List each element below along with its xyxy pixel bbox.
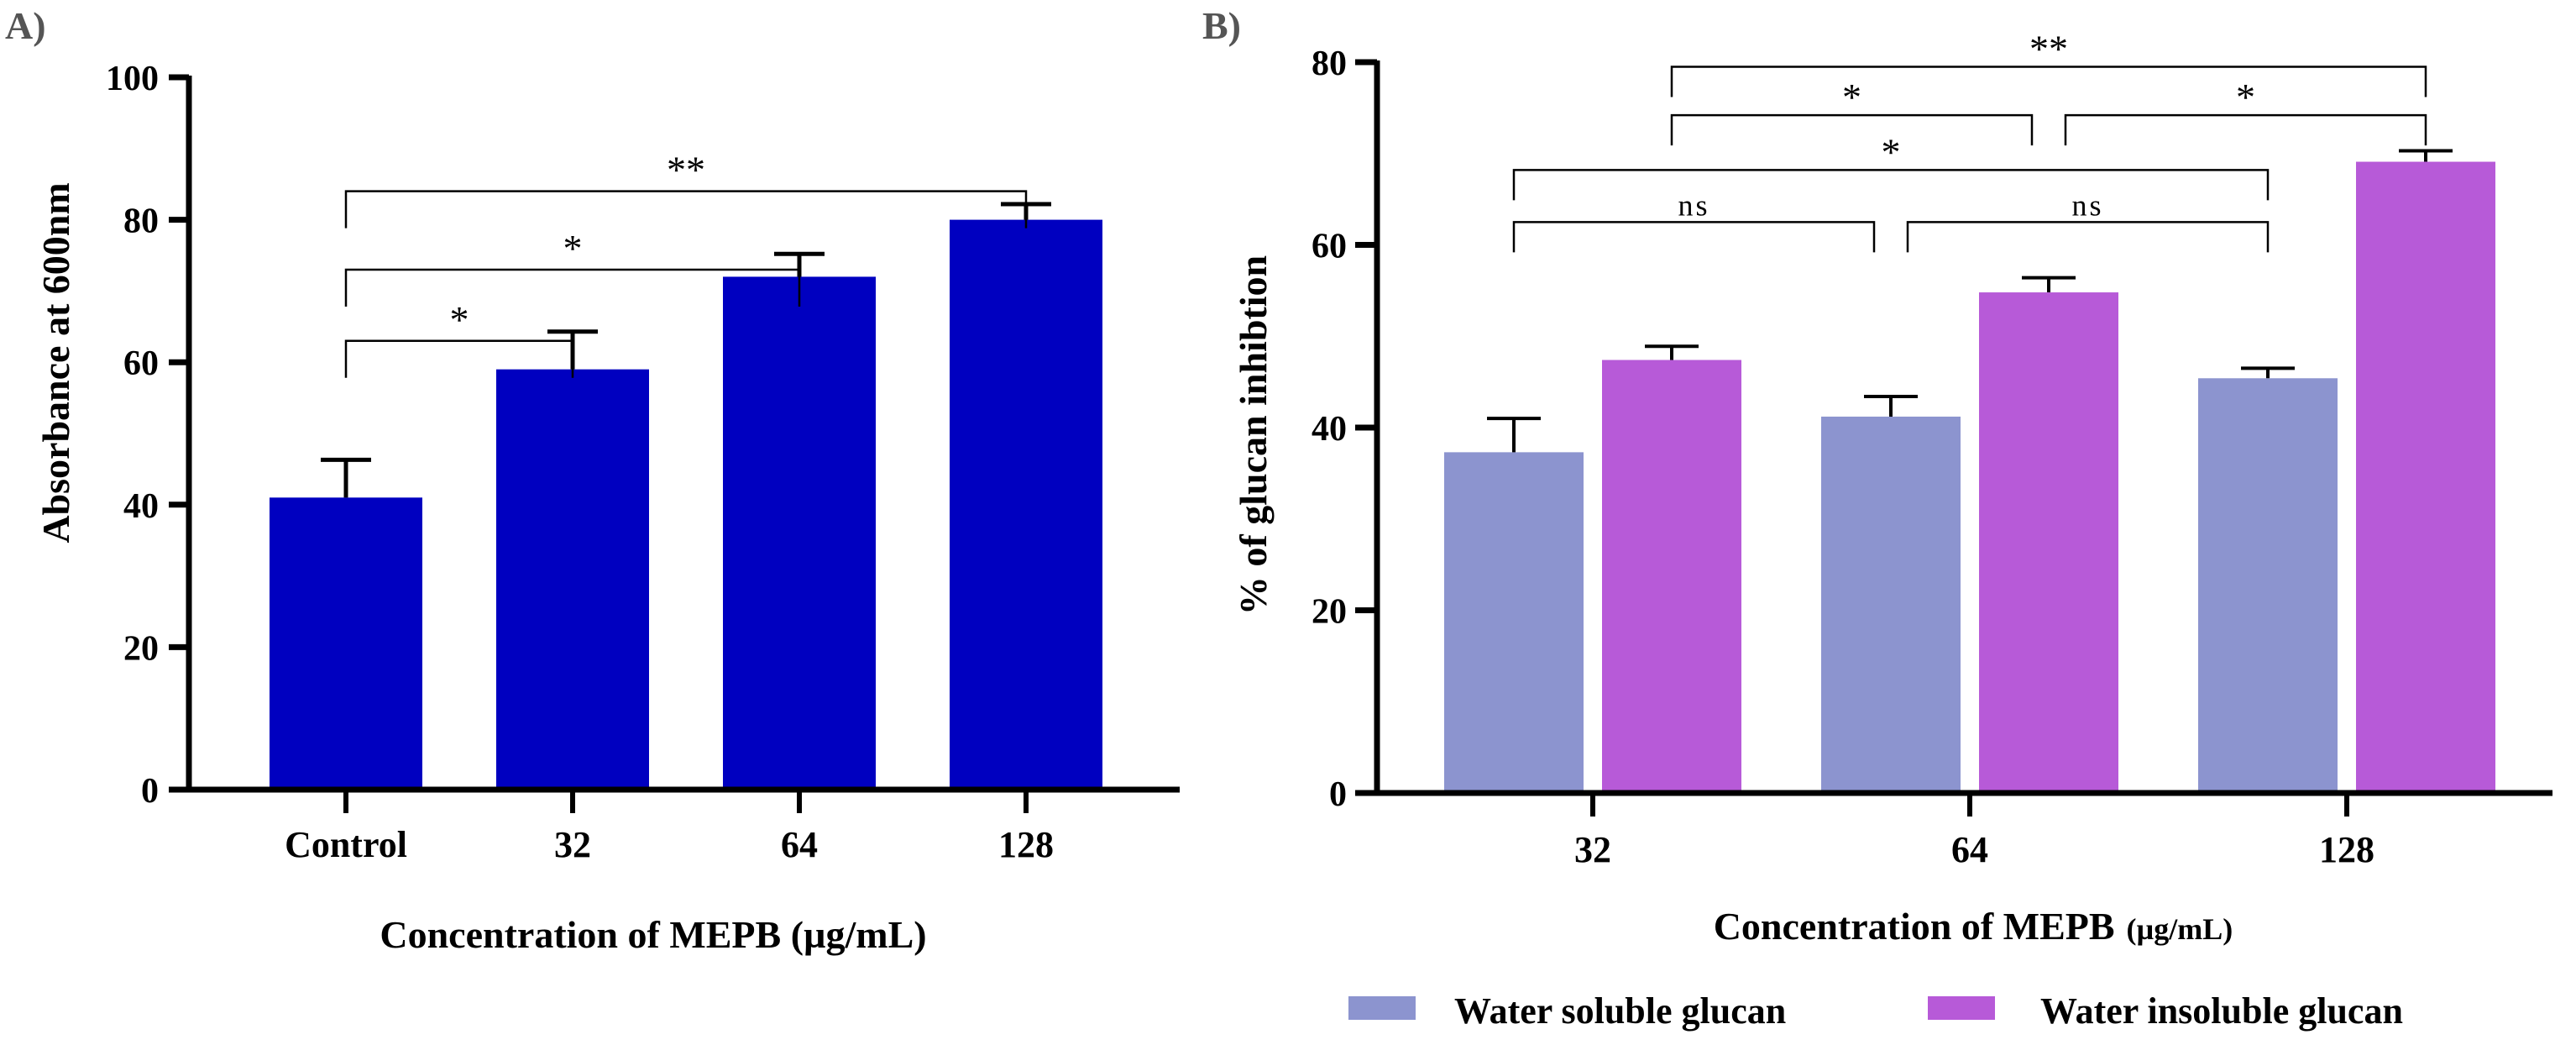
panel-b-significance-label: ns [1678, 188, 1709, 222]
panel-b-significance-label: * [2236, 76, 2255, 118]
legend-label-water-insoluble: Water insoluble glucan [2040, 990, 2403, 1032]
panel-b-y-axis-title: % of glucan inhibtion [1232, 255, 1275, 615]
panel-a-y-tick-label: 40 [123, 487, 159, 526]
panel-b-x-axis-title: Concentration of MEPB (µg/mL) [1714, 905, 2233, 948]
legend-label-water-soluble: Water soluble glucan [1454, 990, 1786, 1032]
panel-b-bar [1602, 360, 1741, 793]
panel-b-significance-label: ns [2071, 188, 2103, 222]
panel-a-y-axis-title: Absorbance at 600nm [34, 182, 77, 543]
panel-a-category-label: 32 [554, 824, 591, 865]
panel-b-significance-label: * [1882, 130, 1901, 173]
panel-a-category-label: 128 [998, 824, 1054, 865]
legend-swatch-water-insoluble [1928, 996, 1995, 1020]
panel-b-significance-bracket [1512, 221, 1876, 253]
panel-b-bar [1979, 292, 2118, 793]
panel-a-bar [496, 369, 649, 790]
panel-b-error-bar [2241, 366, 2295, 379]
panel-a-significance-bracket [344, 268, 801, 307]
panel-b-bar [2198, 378, 2338, 793]
panel-b-y-tick-label: 40 [1312, 410, 1347, 449]
panel-b-bar [2356, 161, 2495, 794]
panel-b-y-tick-label: 60 [1312, 228, 1347, 266]
panel-a-bar [723, 276, 876, 790]
panel-b-error-bar [1645, 344, 1699, 360]
panel-b-significance-bracket [1512, 169, 2270, 201]
panel-b-y-tick-label: 20 [1312, 593, 1347, 632]
panel-b-significance-label: * [1842, 76, 1861, 118]
panel-b-bar [1821, 416, 1961, 793]
panel-a-y-tick-label: 0 [141, 772, 159, 811]
panel-a-error-bar [321, 457, 371, 498]
panel-b-category-label: 32 [1574, 829, 1611, 870]
panel-a-y-tick-label: 60 [123, 344, 159, 383]
panel-b-category-label: 64 [1951, 829, 1988, 870]
panel-a-y-tick-label: 100 [106, 60, 159, 98]
panel-b-error-bar [2022, 276, 2076, 293]
panel-a-significance-label: * [563, 227, 583, 270]
panel-a-significance-label: * [450, 298, 469, 341]
panel-a-y-tick-label: 20 [123, 629, 159, 668]
panel-a-significance-bracket [344, 190, 1028, 228]
panel-b-significance-bracket [2064, 113, 2427, 146]
panel-b-x-axis-title-unit: (µg/mL) [2127, 912, 2233, 946]
panel-a-chart: A) Absorbance at 600nm Concentration of … [5, 4, 1180, 956]
panel-b-significance-bracket [1670, 66, 2427, 97]
panel-b-chart: B) % of glucan inhibtion Concentration o… [1202, 4, 2552, 948]
panel-a-significance-bracket [344, 339, 574, 378]
panel-b-error-bar [2399, 149, 2453, 162]
panel-b-significance-bracket [1670, 113, 2034, 146]
panel-b-x-axis-title-main: Concentration of MEPB [1714, 905, 2115, 948]
panel-a-significance-label: ** [667, 149, 705, 192]
panel-b-legend: Water soluble glucan Water insoluble glu… [1348, 990, 2403, 1032]
panel-b-y-tick-label: 80 [1312, 45, 1347, 83]
panel-b-significance-bracket [1906, 221, 2270, 253]
panel-a-bar [950, 219, 1102, 790]
panel-a-bar [270, 497, 422, 790]
panel-b-category-label: 128 [2319, 829, 2374, 870]
panel-a-category-label: Control [285, 824, 407, 865]
panel-b-label: B) [1202, 4, 1241, 47]
panel-b-error-bar [1864, 395, 1918, 417]
panel-b-error-bar [1487, 417, 1541, 453]
legend-swatch-water-soluble [1348, 996, 1416, 1020]
panel-a-y-tick-label: 80 [123, 202, 159, 241]
panel-b-bar [1444, 452, 1584, 793]
panel-a-category-label: 64 [781, 824, 818, 865]
panel-a-label: A) [5, 4, 46, 47]
panel-b-y-tick-label: 0 [1329, 775, 1347, 814]
panel-a-x-axis-title: Concentration of MEPB (µg/mL) [380, 913, 926, 956]
panel-b-significance-label: ** [2029, 27, 2068, 70]
